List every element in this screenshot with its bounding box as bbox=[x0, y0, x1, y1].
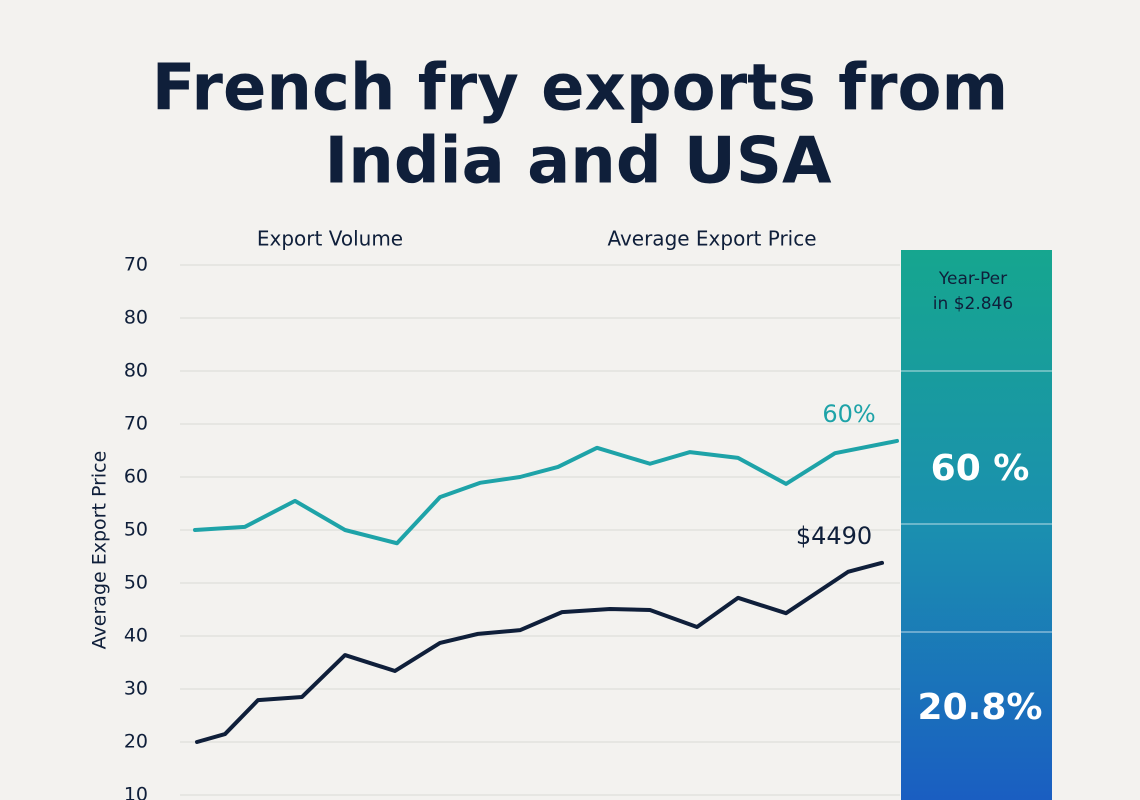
panel-stat: 20.8% bbox=[918, 687, 1043, 728]
y-tick-label: 60 bbox=[124, 466, 148, 488]
end-label: 60% bbox=[822, 400, 875, 428]
y-tick-label: 70 bbox=[124, 254, 148, 276]
panel-heading: in $2.846 bbox=[933, 294, 1013, 314]
series-line bbox=[195, 560, 884, 744]
legend-label: Average Export Price bbox=[607, 227, 816, 251]
y-tick-label: 50 bbox=[124, 519, 148, 541]
y-tick-label: 80 bbox=[124, 360, 148, 382]
y-tick-label: 10 bbox=[124, 784, 148, 800]
y-tick-label: 20 bbox=[124, 731, 148, 753]
y-tick-label: 30 bbox=[124, 678, 148, 700]
side-panel bbox=[901, 250, 1052, 800]
panel-stat: 60 % bbox=[931, 448, 1030, 489]
y-axis-label: Average Export Price bbox=[89, 451, 111, 650]
chart-title: French fry exports from bbox=[152, 52, 1008, 126]
y-tick-label: 40 bbox=[124, 625, 148, 647]
series-line bbox=[193, 438, 899, 546]
chart-title: India and USA bbox=[324, 125, 832, 199]
panel-heading: Year-Per bbox=[938, 269, 1007, 289]
y-tick-label: 80 bbox=[124, 307, 148, 329]
end-label: $4490 bbox=[796, 522, 872, 550]
legend-label: Export Volume bbox=[257, 227, 403, 251]
y-tick-label: 70 bbox=[124, 413, 148, 435]
y-tick-label: 50 bbox=[124, 572, 148, 594]
